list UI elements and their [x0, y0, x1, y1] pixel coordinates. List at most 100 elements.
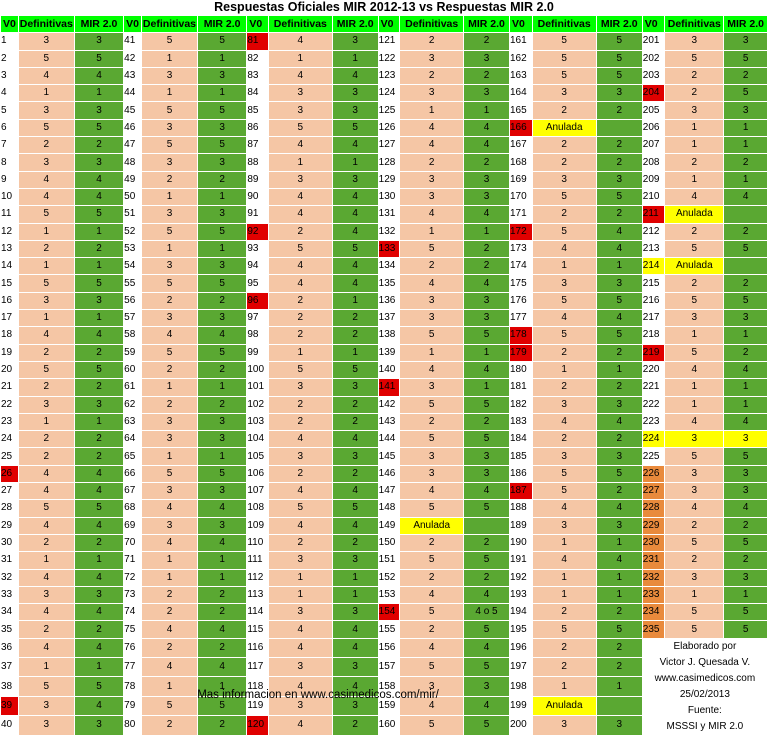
mir20-cell: 1	[595, 533, 643, 553]
definitivas-cell: 5	[399, 551, 464, 570]
question-number-cell: 201	[641, 32, 666, 51]
question-number-cell: 229	[641, 516, 666, 535]
mir20-cell: 5	[196, 32, 248, 51]
header-mir-2-0-g3: MIR 2.0	[331, 14, 379, 34]
mir20-cell: 4	[196, 499, 248, 518]
question-number-cell: 230	[641, 533, 666, 553]
mir20-cell: 2	[462, 153, 511, 172]
question-number-cell: 47	[123, 136, 142, 155]
question-number-cell: 60	[123, 360, 142, 380]
question-number-cell: 40	[0, 715, 19, 736]
definitivas-cell: 3	[141, 118, 198, 138]
mir20-cell: 2	[595, 603, 643, 622]
question-number-cell: 231	[641, 551, 666, 570]
definitivas-cell: 2	[17, 533, 75, 553]
table-row: 31 1 1 71 1 1 111 3 3 151 5 5 191 4 4 231 2 2	[0, 551, 768, 570]
definitivas-cell: 2	[531, 136, 597, 155]
definitivas-cell: 2	[141, 715, 198, 736]
question-number-cell: 134	[377, 257, 401, 276]
question-number-cell: 233	[641, 585, 666, 605]
definitivas-cell: 1	[17, 657, 75, 678]
table-row: 1 3 3 41 5 5 81 4 3 121 2 2 161 5 5 201 3 3	[0, 32, 768, 51]
question-number-cell: 69	[123, 516, 142, 535]
definitivas-cell: 1	[17, 222, 75, 241]
definitivas-cell: 4	[268, 430, 333, 449]
question-number-cell: 180	[509, 360, 533, 380]
question-number-cell: 58	[123, 326, 142, 345]
definitivas-cell: 5	[531, 222, 597, 241]
mir20-cell: 1	[196, 447, 248, 466]
question-number-cell: 102	[246, 395, 270, 414]
mir20-cell	[595, 118, 643, 138]
definitivas-cell: 4	[17, 66, 75, 86]
table-row: 34 4 4 74 2 2 114 3 3 154 5 4 o 5 194 2 2 234 5 5	[0, 603, 768, 622]
question-number-cell: 17	[0, 309, 19, 328]
question-number-cell: 73	[123, 585, 142, 605]
question-number-cell: 223	[641, 412, 666, 432]
mir20-cell	[723, 257, 768, 276]
question-number-cell: 171	[509, 205, 533, 224]
definitivas-cell: 5	[141, 343, 198, 362]
question-number-cell: 77	[123, 657, 142, 678]
definitivas-cell: 5	[399, 326, 464, 345]
mir20-cell: 2	[331, 412, 379, 432]
definitivas-cell: 2	[141, 395, 198, 414]
question-number-cell: 99	[246, 343, 270, 362]
definitivas-cell: 1	[399, 343, 464, 362]
mir20-cell: 2	[73, 620, 125, 639]
mir20-cell: 1	[73, 657, 125, 678]
mir20-cell: 2	[723, 66, 768, 86]
question-number-cell: 105	[246, 447, 270, 466]
question-number-cell: 50	[123, 187, 142, 207]
anulada-cell: Anulada	[399, 516, 464, 535]
mir20-cell: 5	[595, 620, 643, 639]
question-number-cell: 228	[641, 499, 666, 518]
question-number-cell: 203	[641, 66, 666, 86]
question-number-cell: 164	[509, 84, 533, 103]
credits-line: Victor J. Quesada V.	[659, 656, 751, 668]
page-title: Respuestas Oficiales MIR 2012-13 vs Resp…	[214, 0, 554, 14]
mir20-cell: 1	[595, 360, 643, 380]
mir20-cell: 2	[723, 222, 768, 241]
mir20-cell: 3	[462, 187, 511, 207]
question-number-cell: 81	[246, 32, 270, 51]
mir20-cell: 5	[595, 464, 643, 484]
mir20-cell: 1	[196, 49, 248, 68]
question-number-cell: 52	[123, 222, 142, 241]
mir20-cell: 2	[73, 239, 125, 259]
definitivas-cell: 2	[399, 568, 464, 587]
mir20-cell: 3	[331, 84, 379, 103]
definitivas-cell: 3	[399, 309, 464, 328]
definitivas-cell: 1	[141, 187, 198, 207]
definitivas-cell: 3	[141, 430, 198, 449]
question-number-cell: 63	[123, 412, 142, 432]
mir20-cell: 1	[331, 568, 379, 587]
definitivas-cell: 2	[664, 153, 725, 172]
definitivas-cell: 2	[531, 430, 597, 449]
mir20-cell: 4	[462, 118, 511, 138]
question-number-cell: 170	[509, 187, 533, 207]
question-number-cell: 191	[509, 551, 533, 570]
mir20-cell: 5	[462, 620, 511, 639]
mir20-cell: 3	[723, 464, 768, 484]
definitivas-cell: 5	[531, 187, 597, 207]
definitivas-cell: 3	[664, 430, 725, 449]
mir20-cell: 4	[723, 187, 768, 207]
definitivas-cell: 5	[268, 239, 333, 259]
mir20-cell: 2	[73, 533, 125, 553]
question-number-cell: 142	[377, 395, 401, 414]
mir20-cell: 5	[723, 533, 768, 553]
question-number-cell: 20	[0, 360, 19, 380]
question-number-cell: 83	[246, 66, 270, 86]
definitivas-cell: 4	[399, 637, 464, 659]
question-number-cell: 12	[0, 222, 19, 241]
question-number-cell: 61	[123, 378, 142, 397]
definitivas-cell: 5	[399, 657, 464, 678]
header-definitivas-g3: Definitivas	[268, 14, 333, 34]
question-number-cell: 118	[246, 676, 270, 697]
mir20-cell: 2	[462, 66, 511, 86]
question-number-cell: 65	[123, 447, 142, 466]
mir20-cell: 5	[723, 620, 768, 639]
definitivas-cell: 5	[141, 222, 198, 241]
mir20-cell: 5	[196, 101, 248, 120]
